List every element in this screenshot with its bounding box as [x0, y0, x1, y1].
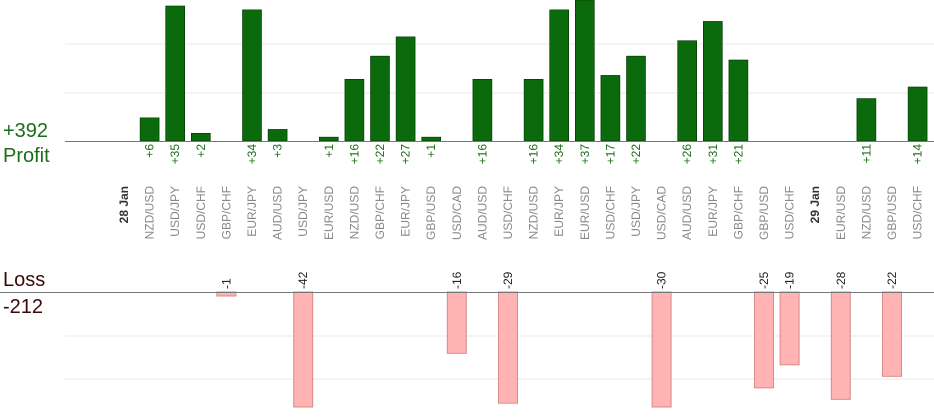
profit-value-label: +16	[347, 144, 361, 165]
category-label: NZD/USD	[527, 186, 541, 240]
loss-bar	[830, 291, 851, 400]
loss-value-label: -30	[655, 271, 669, 289]
profit-value-label: +17	[603, 144, 617, 165]
profit-value-label: +1	[322, 144, 336, 158]
loss-bar	[882, 291, 902, 377]
profit-value-label: +1	[424, 144, 438, 158]
loss-bar	[779, 291, 800, 366]
loss-value-label: -25	[757, 271, 771, 289]
profit-bar	[472, 78, 493, 142]
profit-bar	[370, 55, 390, 142]
category-label: USD/CHF	[501, 186, 515, 239]
profit-value-label: +16	[475, 144, 489, 165]
loss-bar	[754, 291, 774, 389]
category-label: EUR/USD	[322, 186, 336, 240]
profit-bar	[344, 78, 365, 142]
loss-value-label: -19	[783, 271, 797, 289]
profit-value-label: +21	[731, 144, 745, 165]
profit-value-label: +2	[194, 144, 208, 158]
category-label: USD/JPY	[168, 186, 182, 237]
loss-value-label: -42	[296, 271, 310, 289]
profit-bar	[191, 132, 211, 142]
profit-bar	[421, 136, 442, 142]
profit-value-label: +14	[911, 144, 925, 165]
loss-value-label: -1	[219, 278, 233, 289]
category-label: USD/CHF	[783, 186, 797, 239]
profit-bar	[267, 129, 288, 142]
profit-bar	[702, 21, 723, 142]
loss-bar	[446, 291, 467, 354]
profit-value-label: +16	[527, 144, 541, 165]
category-label: AUD/USD	[680, 186, 694, 240]
profit-value-label: +3	[271, 144, 285, 158]
profit-value-label: +22	[629, 144, 643, 165]
profit-value-label: +6	[143, 144, 157, 158]
date-label: 28 Jan	[117, 186, 131, 223]
category-label: USD/CHF	[911, 186, 925, 239]
profit-value-label: +34	[552, 144, 566, 165]
profit-value-label: +37	[578, 144, 592, 165]
category-label: GBP/USD	[757, 186, 771, 240]
category-label: USD/CAD	[655, 186, 669, 240]
category-label: EUR/JPY	[245, 186, 259, 237]
loss-bar	[498, 291, 518, 404]
loss-value-label: -16	[450, 271, 464, 289]
profit-total: +392	[3, 120, 49, 142]
category-label: USD/CHF	[603, 186, 617, 239]
category-label: EUR/JPY	[706, 186, 720, 237]
profit-value-label: +27	[399, 144, 413, 165]
profit-bar	[242, 9, 262, 142]
category-label: GBP/CHF	[373, 186, 387, 239]
loss-value-label: -28	[834, 271, 848, 289]
profit-value-label: +22	[373, 144, 387, 165]
category-label: NZD/USD	[143, 186, 157, 240]
profit-bar	[907, 86, 928, 142]
category-label: AUD/USD	[271, 186, 285, 240]
category-label: GBP/CHF	[731, 186, 745, 239]
category-label: USD/CHF	[194, 186, 208, 239]
profit-bar	[395, 36, 416, 142]
profit-value-label: +26	[680, 144, 694, 165]
loss-total: -212	[3, 296, 44, 318]
category-label: USD/JPY	[629, 186, 643, 237]
profit-bar	[318, 136, 339, 142]
category-label: NZD/USD	[859, 186, 873, 240]
profit-bar	[523, 78, 544, 142]
loss-label: Loss	[3, 269, 46, 291]
category-label: NZD/USD	[347, 186, 361, 240]
category-label: EUR/USD	[578, 186, 592, 240]
loss-value-label: -22	[885, 271, 899, 289]
profit-bar	[165, 5, 185, 142]
profit-label: Profit	[3, 145, 50, 167]
loss-bar	[293, 291, 314, 408]
profit-bar	[677, 40, 698, 142]
profit-value-label: +11	[859, 144, 873, 164]
date-label: 29 Jan	[808, 186, 822, 223]
category-label: EUR/USD	[834, 186, 848, 240]
profit-bar	[139, 117, 160, 142]
category-label: USD/JPY	[296, 186, 310, 237]
category-label: GBP/CHF	[219, 186, 233, 239]
category-label: EUR/JPY	[399, 186, 413, 237]
profit-value-label: +31	[706, 144, 720, 165]
profit-value-label: +35	[168, 144, 182, 165]
profit-bar	[856, 98, 877, 142]
profit-value-label: +34	[245, 144, 259, 165]
category-label: EUR/JPY	[552, 186, 566, 237]
profit-bar	[549, 9, 570, 142]
category-label: AUD/USD	[475, 186, 489, 240]
category-label: GBP/USD	[885, 186, 899, 240]
loss-bar	[651, 291, 672, 408]
profit-bar	[626, 55, 646, 142]
profit-bar	[728, 59, 749, 142]
category-label: GBP/USD	[424, 186, 438, 240]
loss-value-label: -29	[501, 271, 515, 289]
category-label: USD/CAD	[450, 186, 464, 240]
profit-bar	[600, 75, 621, 142]
profit-bar	[574, 0, 595, 142]
